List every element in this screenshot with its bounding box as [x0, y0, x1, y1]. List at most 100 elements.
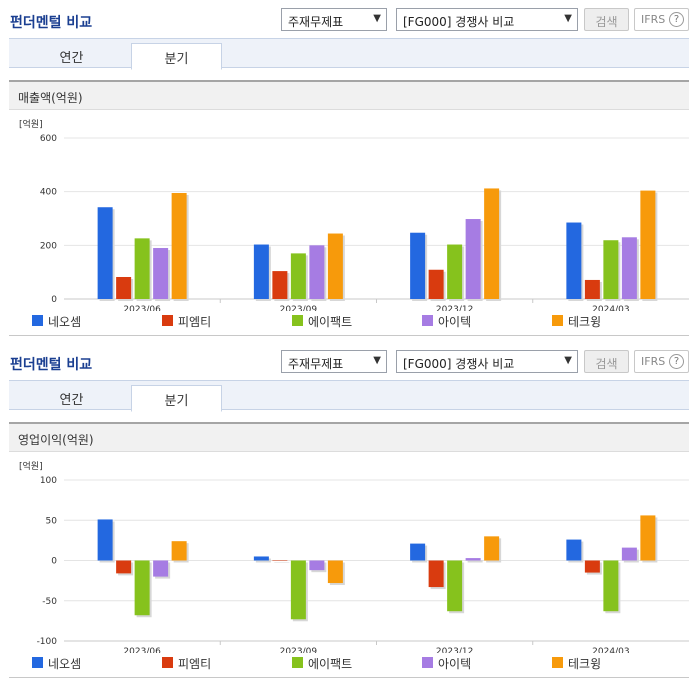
x-tick-label: 2024/03: [592, 647, 629, 653]
y-tick-label: 400: [40, 188, 57, 198]
bar-아이텍: [309, 560, 325, 571]
panel-title: 펀더멘털 비교: [10, 15, 93, 31]
bar-테크윙: [640, 190, 656, 299]
fundamental-panel-1: 펀더멘털 비교 주재무제표 ▼ [FG000] 경쟁사 비교 ▼ 검색 IFRS…: [0, 0, 696, 340]
legend-swatch: [32, 315, 43, 326]
bar-아이텍: [621, 237, 637, 299]
compare-select-value: [FG000] 경쟁사 비교: [403, 357, 515, 371]
unit-label: [억원]: [19, 460, 43, 472]
chart-legend: 네오셈 피엠티 에이팩트 아이텍 테크윙: [9, 312, 689, 332]
bar-에이팩트: [603, 240, 619, 299]
x-tick-label: 2023/06: [123, 647, 161, 653]
bar-피엠티: [116, 276, 132, 299]
legend-label: 네오셈: [48, 315, 82, 329]
legend-label: 테크윙: [568, 315, 602, 329]
bar-에이팩트: [134, 560, 150, 616]
x-tick-label: 2024/03: [592, 305, 629, 311]
bar-아이텍: [153, 248, 169, 299]
x-tick-label: 2023/09: [280, 647, 318, 653]
y-tick-label: 100: [40, 476, 57, 486]
bar-피엠티: [584, 560, 600, 573]
bar-테크윙: [484, 188, 500, 299]
legend-swatch: [292, 315, 303, 326]
panel-title: 펀더멘털 비교: [10, 357, 93, 373]
x-tick-label: 2023/09: [280, 305, 318, 311]
bar-피엠티: [428, 269, 444, 299]
ifrs-label: IFRS: [641, 13, 666, 26]
legend-swatch: [422, 315, 433, 326]
bar-에이팩트: [290, 253, 306, 299]
bar-테크윙: [171, 193, 187, 299]
period-tabs: 연간 분기: [9, 380, 689, 412]
help-icon[interactable]: ?: [669, 354, 684, 369]
statement-select[interactable]: 주재무제표 ▼: [281, 8, 387, 31]
legend-label: 피엠티: [178, 657, 212, 671]
chart-container: 매출액(억원) [억원] 0 200 400 600 2023/06 2023/09 2023…: [9, 80, 689, 336]
legend-label: 네오셈: [48, 657, 82, 671]
y-tick-label: 0: [51, 557, 57, 567]
bar-에이팩트: [447, 560, 463, 612]
legend-swatch: [162, 657, 173, 668]
chart-container: 영업이익(억원) [억원] -100 -50 0 50 100 2023/06 2023/09…: [9, 422, 689, 678]
legend-label: 테크윙: [568, 657, 602, 671]
bar-에이팩트: [447, 244, 463, 299]
bar-피엠티: [272, 271, 288, 299]
legend-label: 에이팩트: [308, 315, 353, 329]
help-icon[interactable]: ?: [669, 12, 684, 27]
panel-header: 펀더멘털 비교 주재무제표 ▼ [FG000] 경쟁사 비교 ▼ 검색 IFRS…: [0, 0, 696, 36]
ifrs-button[interactable]: IFRS ?: [634, 8, 689, 31]
bar-에이팩트: [134, 238, 150, 299]
bar-에이팩트: [603, 560, 619, 612]
bar-shadow: [274, 562, 290, 563]
compare-select[interactable]: [FG000] 경쟁사 비교 ▼: [396, 350, 578, 373]
bar-테크윙: [327, 233, 343, 299]
bar-네오셈: [97, 207, 113, 299]
operating-profit-bar-chart: [억원] -100 -50 0 50 100 2023/06 2023/09 2023/12 20…: [19, 460, 689, 653]
y-tick-label: -100: [37, 637, 58, 647]
compare-select[interactable]: [FG000] 경쟁사 비교 ▼: [396, 8, 578, 31]
tab-annual[interactable]: 연간: [59, 393, 84, 408]
y-tick-label: 0: [51, 295, 57, 305]
y-tick-label: 50: [46, 516, 58, 526]
bar-아이텍: [309, 245, 325, 299]
bar-아이텍: [153, 560, 169, 577]
chart-title: 매출액(억원): [18, 91, 83, 105]
bar-아이텍: [465, 219, 481, 299]
legend-swatch: [292, 657, 303, 668]
ifrs-button[interactable]: IFRS ?: [634, 350, 689, 373]
bar-테크윙: [640, 515, 656, 561]
bar-아이텍: [621, 547, 637, 561]
legend-swatch: [552, 657, 563, 668]
bar-테크윙: [484, 536, 500, 561]
panel-header: 펀더멘털 비교 주재무제표 ▼ [FG000] 경쟁사 비교 ▼ 검색 IFRS…: [0, 342, 696, 378]
bar-네오셈: [97, 519, 113, 561]
y-tick-label: -50: [42, 597, 57, 607]
bar-네오셈: [410, 543, 426, 561]
x-tick-label: 2023/06: [123, 305, 161, 311]
tab-quarterly[interactable]: 분기: [131, 43, 222, 70]
search-button[interactable]: 검색: [584, 350, 629, 373]
unit-label: [억원]: [19, 118, 43, 130]
chevron-down-icon: ▼: [373, 355, 381, 366]
statement-select[interactable]: 주재무제표 ▼: [281, 350, 387, 373]
chart-header: 매출액(억원): [9, 82, 689, 110]
bar-피엠티: [272, 560, 288, 561]
bar-네오셈: [566, 539, 582, 561]
bar-shadow: [467, 560, 483, 563]
chevron-down-icon: ▼: [564, 13, 572, 24]
chart-legend: 네오셈 피엠티 에이팩트 아이텍 테크윙: [9, 654, 689, 674]
chevron-down-icon: ▼: [564, 355, 572, 366]
y-tick-label: 600: [40, 134, 57, 144]
compare-select-value: [FG000] 경쟁사 비교: [403, 15, 515, 29]
chart-header: 영업이익(억원): [9, 424, 689, 452]
statement-select-value: 주재무제표: [288, 15, 344, 29]
y-tick-label: 200: [40, 241, 57, 251]
bar-피엠티: [584, 279, 600, 299]
ifrs-label: IFRS: [641, 355, 666, 368]
search-button[interactable]: 검색: [584, 8, 629, 31]
bar-피엠티: [428, 560, 444, 588]
tab-quarterly[interactable]: 분기: [131, 385, 222, 412]
legend-swatch: [162, 315, 173, 326]
tab-annual[interactable]: 연간: [59, 51, 84, 66]
legend-swatch: [552, 315, 563, 326]
